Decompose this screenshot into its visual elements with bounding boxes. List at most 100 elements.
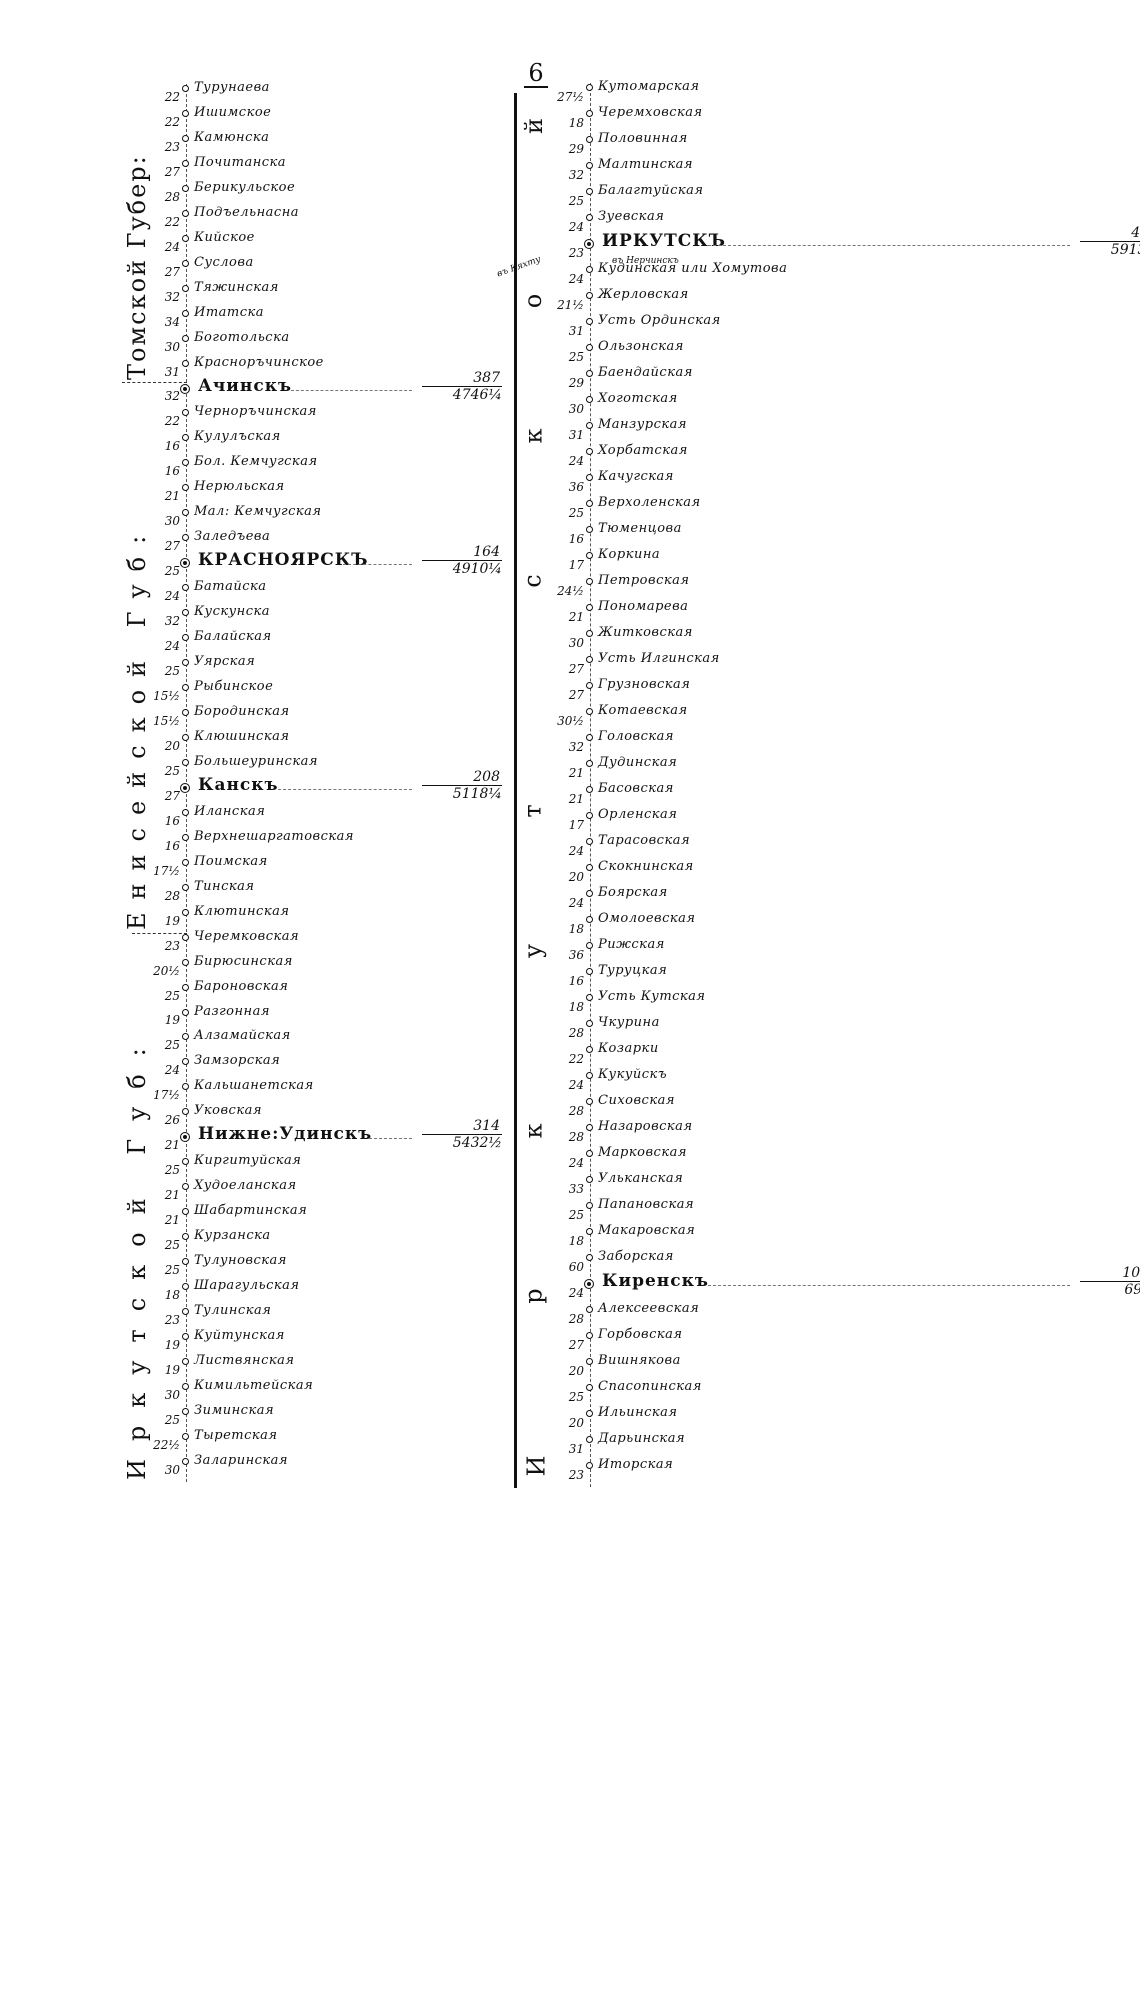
station-name: Кудинская или Хомутова	[598, 261, 788, 276]
station-marker-icon	[586, 630, 593, 637]
station-marker-icon	[182, 758, 189, 766]
station-marker-icon	[586, 526, 593, 533]
distance-label: 16	[164, 813, 180, 828]
station-name: Козарки	[598, 1041, 659, 1056]
leader-line	[291, 389, 412, 391]
distance-label: 29	[568, 376, 584, 390]
station-name: Иторская	[598, 1457, 674, 1472]
station-name: Нерюльская	[194, 479, 285, 495]
station-marker-icon	[182, 833, 189, 841]
distance-label: 31	[568, 428, 584, 442]
station-marker-icon	[586, 136, 593, 143]
distance-label: 20½	[153, 963, 180, 978]
station-marker-icon	[182, 434, 189, 442]
station-marker-icon	[586, 864, 593, 871]
station-marker-icon	[180, 782, 190, 793]
segment-total: 480	[1080, 225, 1140, 242]
station-marker-icon	[586, 1358, 593, 1365]
distance-label: 16	[164, 838, 180, 853]
station-name: Котаевская	[598, 703, 688, 718]
distance-label: 24	[568, 844, 584, 858]
station-marker-icon	[182, 1357, 189, 1365]
distance-label: 24	[164, 639, 180, 654]
distance-label: 23	[164, 938, 180, 953]
distance-label: 18	[568, 116, 584, 130]
station-name: Заларинская	[194, 1452, 289, 1468]
running-total: 6944	[1124, 1282, 1140, 1298]
station-name: Чкурина	[598, 1015, 660, 1030]
station-marker-icon	[182, 109, 189, 117]
cumulative-distance: 10306944	[1080, 1265, 1140, 1298]
station-marker-icon	[586, 1384, 593, 1391]
station-marker-icon	[182, 983, 189, 991]
station-name: Листвянская	[194, 1352, 295, 1368]
station-name: Папановская	[598, 1197, 695, 1212]
distance-label: 30	[164, 1462, 180, 1477]
distance-label: 21	[164, 1213, 180, 1228]
distance-label: 20	[568, 870, 584, 884]
station-name: Усть Кутская	[598, 989, 706, 1004]
station-marker-icon	[182, 933, 189, 941]
station-marker-icon	[182, 1083, 189, 1091]
station-name: Орленская	[598, 807, 678, 822]
station-name: Житковская	[598, 625, 693, 640]
distance-label: 20	[164, 738, 180, 753]
station-marker-icon	[182, 1008, 189, 1016]
distance-label: 31	[164, 364, 180, 379]
station-marker-icon	[182, 1183, 189, 1191]
distance-label: 21	[164, 1188, 180, 1203]
station-name: Черемховская	[598, 105, 703, 120]
station-name: Худоеланская	[194, 1178, 297, 1194]
station-name: Киргитуйская	[194, 1153, 302, 1169]
region-label-irkutsk: Иркутской Губ:	[123, 1030, 151, 1480]
station-marker-icon	[586, 370, 593, 377]
station-marker-icon	[586, 734, 593, 741]
station-marker-icon	[182, 609, 189, 617]
station-marker-icon	[586, 500, 593, 507]
station-name: Мал: Кемчугская	[194, 504, 322, 520]
distance-label: 27	[164, 264, 180, 279]
station-name: Черемковская	[194, 928, 300, 944]
station-marker-icon	[182, 1233, 189, 1241]
station-marker-icon	[586, 942, 593, 949]
distance-label: 25	[164, 564, 180, 579]
station-marker-icon	[586, 344, 593, 351]
station-name: Рыбинское	[194, 679, 274, 695]
station-name: Алексеевская	[598, 1301, 700, 1316]
station-marker-icon	[586, 1124, 593, 1131]
segment-total: 208	[422, 769, 502, 786]
cumulative-distance: 387 4746¼	[422, 370, 502, 403]
distance-label: 16	[568, 532, 584, 546]
station-marker-icon	[586, 318, 593, 325]
distance-label: 30	[164, 339, 180, 354]
distance-label: 19	[164, 1013, 180, 1028]
region-letter: к	[519, 1123, 548, 1139]
segment-total: 164	[422, 544, 502, 562]
station-marker-icon	[586, 292, 593, 299]
station-name: Марковская	[598, 1145, 687, 1160]
distance-label: 32	[568, 740, 584, 754]
distance-label: 28	[164, 189, 180, 204]
station-name: Горбовская	[598, 1327, 683, 1342]
distance-label: 27	[568, 662, 584, 676]
distance-label: 19	[164, 913, 180, 928]
station-marker-icon	[586, 604, 593, 611]
station-marker-icon	[586, 656, 593, 663]
segment-total: 1030	[1080, 1265, 1140, 1282]
station-name: Кулулъская	[194, 429, 281, 445]
station-name: Кальшанетская	[194, 1078, 314, 1094]
station-name: Батайска	[194, 579, 267, 595]
leader-line	[343, 564, 412, 566]
station-marker-icon	[182, 808, 189, 816]
station-marker-icon	[182, 733, 189, 741]
station-marker-icon	[586, 1254, 593, 1261]
station-name: Кимильтейская	[194, 1377, 314, 1393]
station-name: Верхнешаргатовская	[194, 828, 354, 844]
distance-label: 25	[164, 1163, 180, 1178]
station-name: Замзорская	[194, 1053, 281, 1069]
cumulative-distance: 314 5432½	[422, 1118, 502, 1151]
station-name: Большеуринская	[194, 753, 318, 769]
distance-label: 18	[568, 1234, 584, 1248]
station-name: Сиховская	[598, 1093, 675, 1108]
boundary-yenisei-irkutsk	[132, 933, 187, 934]
